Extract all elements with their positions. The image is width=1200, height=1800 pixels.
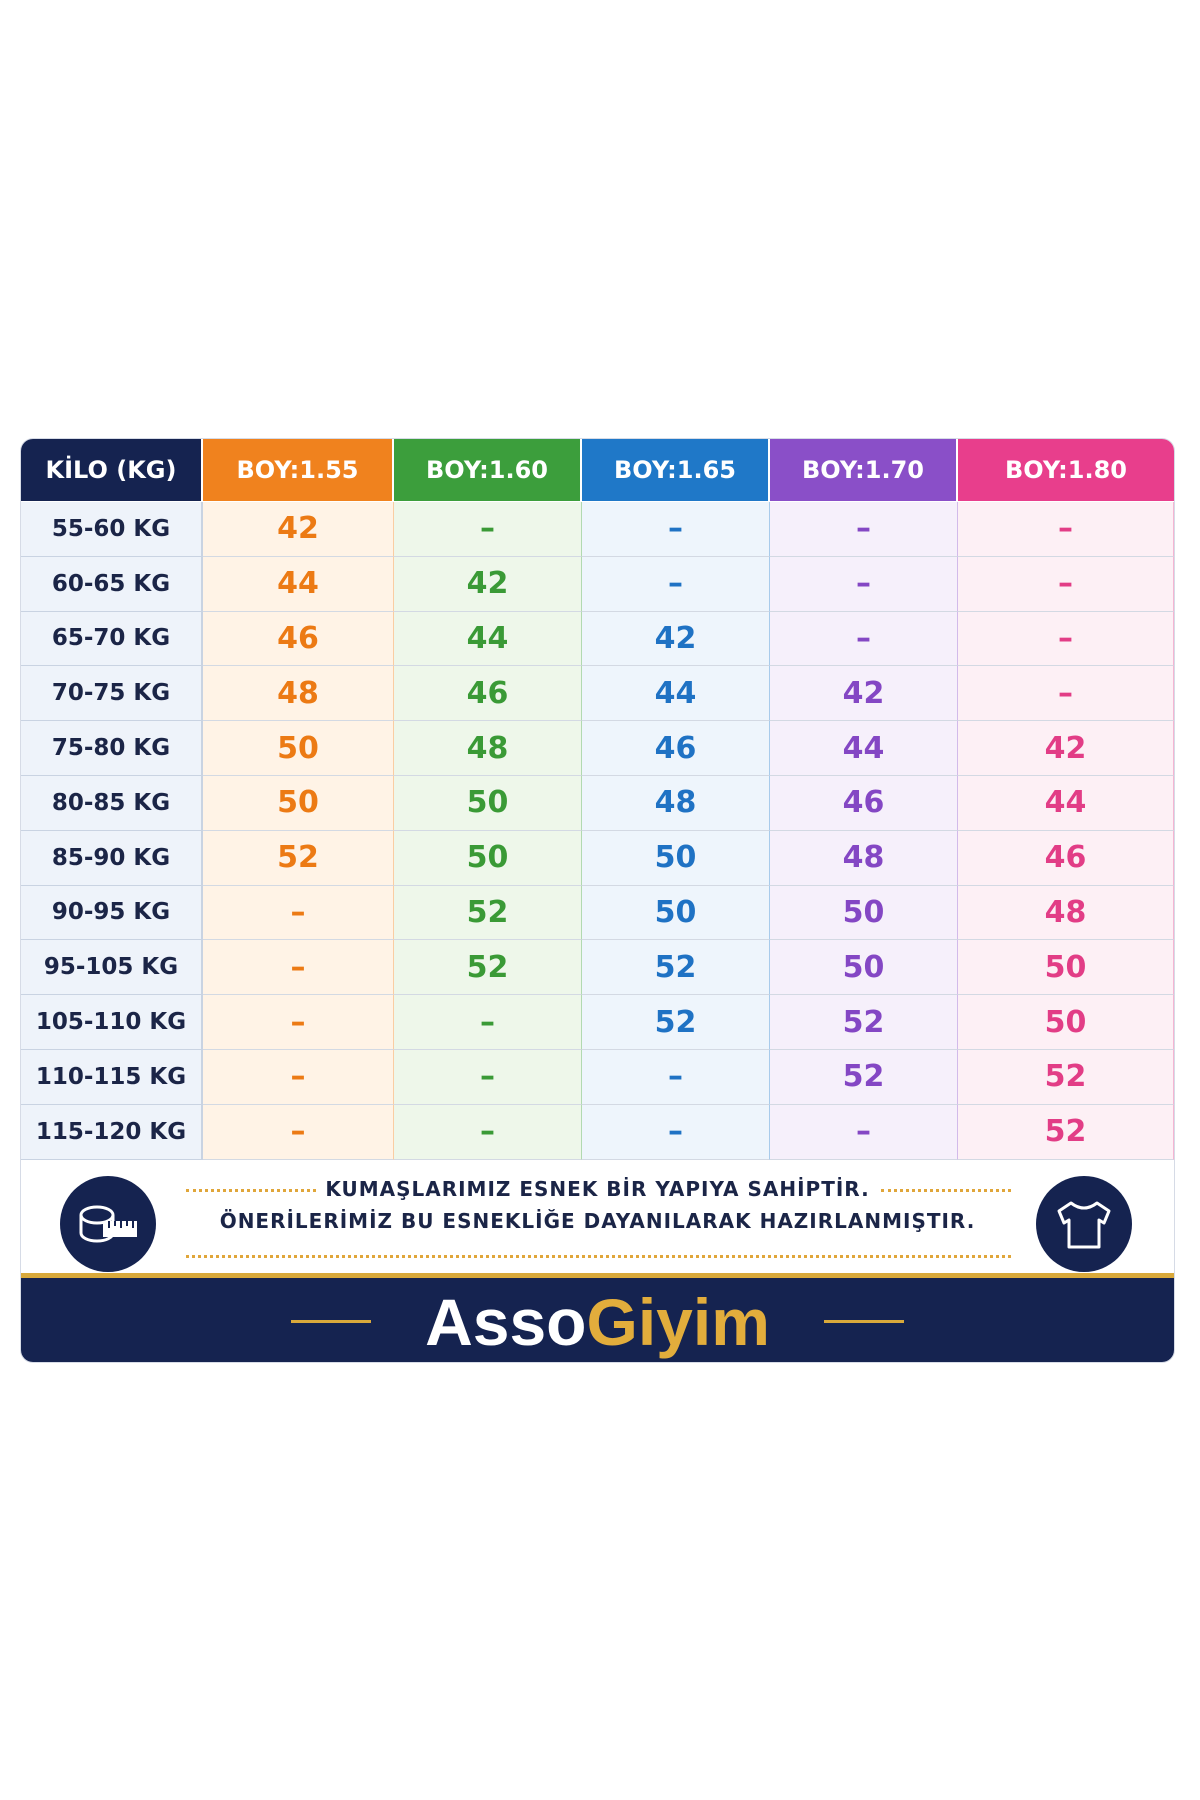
size-cell: 50 bbox=[958, 940, 1174, 996]
column-header: BOY:1.60 bbox=[394, 439, 582, 501]
row-label: 105-110 KG bbox=[21, 995, 203, 1050]
size-chart: KUMAŞLARIMIZ ESNEK BİR YAPIYA SAHİPTİR. … bbox=[21, 439, 1174, 1362]
size-cell: 50 bbox=[770, 885, 958, 941]
row-label: 55-60 KG bbox=[21, 502, 203, 557]
size-cell: 46 bbox=[582, 721, 770, 776]
size-cell: – bbox=[203, 995, 394, 1050]
size-cell: 46 bbox=[958, 830, 1174, 886]
size-cell: 52 bbox=[394, 940, 582, 996]
gold-line bbox=[291, 1320, 371, 1323]
size-cell: – bbox=[958, 502, 1174, 557]
size-cell: 42 bbox=[582, 611, 770, 667]
size-cell: 52 bbox=[582, 995, 770, 1050]
size-cell: – bbox=[203, 940, 394, 996]
size-cell: 52 bbox=[770, 995, 958, 1050]
size-cell: – bbox=[203, 1104, 394, 1160]
size-cell: – bbox=[770, 611, 958, 667]
size-cell: – bbox=[770, 1104, 958, 1160]
size-cell: 44 bbox=[582, 666, 770, 722]
size-cell: 50 bbox=[958, 995, 1174, 1050]
size-cell: – bbox=[958, 556, 1174, 612]
note-line: KUMAŞLARIMIZ ESNEK BİR YAPIYA SAHİPTİR. bbox=[325, 1177, 870, 1201]
brand-band: AssoGiyim bbox=[21, 1273, 1174, 1362]
size-cell: 50 bbox=[394, 830, 582, 886]
size-cell: 50 bbox=[203, 721, 394, 776]
row-label: 70-75 KG bbox=[21, 666, 203, 722]
row-label: 80-85 KG bbox=[21, 776, 203, 831]
dots bbox=[186, 1255, 1011, 1258]
column-header: BOY:1.55 bbox=[203, 439, 394, 501]
row-label: 115-120 KG bbox=[21, 1104, 203, 1160]
size-cell: 42 bbox=[203, 502, 394, 557]
row-label: 110-115 KG bbox=[21, 1050, 203, 1105]
size-cell: 52 bbox=[394, 885, 582, 941]
size-cell: 52 bbox=[958, 1050, 1174, 1105]
note: KUMAŞLARIMIZ ESNEK BİR YAPIYA SAHİPTİR. … bbox=[21, 1159, 1174, 1272]
size-cell: – bbox=[394, 1104, 582, 1160]
dots bbox=[881, 1189, 1011, 1192]
size-cell: 52 bbox=[203, 830, 394, 886]
size-cell: – bbox=[770, 502, 958, 557]
size-cell: – bbox=[958, 611, 1174, 667]
row-label: 85-90 KG bbox=[21, 830, 203, 886]
size-cell: 48 bbox=[958, 885, 1174, 941]
row-label: 75-80 KG bbox=[21, 721, 203, 776]
size-cell: 42 bbox=[958, 721, 1174, 776]
size-cell: – bbox=[394, 502, 582, 557]
size-cell: 44 bbox=[958, 776, 1174, 831]
size-cell: – bbox=[582, 556, 770, 612]
size-cell: 46 bbox=[203, 611, 394, 667]
size-cell: – bbox=[582, 1104, 770, 1160]
brand-part: Giyim bbox=[586, 1285, 770, 1359]
size-cell: – bbox=[203, 885, 394, 941]
size-cell: 48 bbox=[770, 830, 958, 886]
dots bbox=[186, 1189, 316, 1192]
size-cell: – bbox=[394, 1050, 582, 1105]
size-cell: 42 bbox=[394, 556, 582, 612]
size-cell: 46 bbox=[770, 776, 958, 831]
brand: AssoGiyim bbox=[21, 1284, 1174, 1360]
shirt-icon bbox=[1036, 1176, 1132, 1272]
size-cell: 44 bbox=[770, 721, 958, 776]
size-cell: – bbox=[770, 556, 958, 612]
size-cell: 52 bbox=[582, 940, 770, 996]
size-cell: 50 bbox=[770, 940, 958, 996]
note-line: ÖNERİLERİMİZ BU ESNEKLİĞE DAYANILARAK HA… bbox=[219, 1209, 976, 1233]
size-cell: 44 bbox=[394, 611, 582, 667]
size-cell: 48 bbox=[582, 776, 770, 831]
size-cell: 50 bbox=[203, 776, 394, 831]
size-cell: 52 bbox=[958, 1104, 1174, 1160]
column-header: BOY:1.80 bbox=[958, 439, 1174, 501]
size-cell: – bbox=[582, 1050, 770, 1105]
size-cell: 42 bbox=[770, 666, 958, 722]
row-label: 90-95 KG bbox=[21, 885, 203, 941]
size-cell: 48 bbox=[203, 666, 394, 722]
row-label: 65-70 KG bbox=[21, 611, 203, 667]
row-label: 95-105 KG bbox=[21, 940, 203, 996]
column-header: BOY:1.65 bbox=[582, 439, 770, 501]
size-cell: – bbox=[958, 666, 1174, 722]
column-header: BOY:1.70 bbox=[770, 439, 958, 501]
size-cell: 50 bbox=[582, 830, 770, 886]
size-cell: 50 bbox=[394, 776, 582, 831]
size-cell: – bbox=[203, 1050, 394, 1105]
size-cell: 52 bbox=[770, 1050, 958, 1105]
size-cell: 46 bbox=[394, 666, 582, 722]
column-header: KİLO (KG) bbox=[21, 439, 203, 501]
tape-icon bbox=[60, 1176, 156, 1272]
size-cell: 44 bbox=[203, 556, 394, 612]
size-cell: 50 bbox=[582, 885, 770, 941]
gold-line bbox=[824, 1320, 904, 1323]
size-cell: 48 bbox=[394, 721, 582, 776]
row-label: 60-65 KG bbox=[21, 556, 203, 612]
size-cell: – bbox=[394, 995, 582, 1050]
brand-part: Asso bbox=[425, 1285, 587, 1359]
size-cell: – bbox=[582, 502, 770, 557]
